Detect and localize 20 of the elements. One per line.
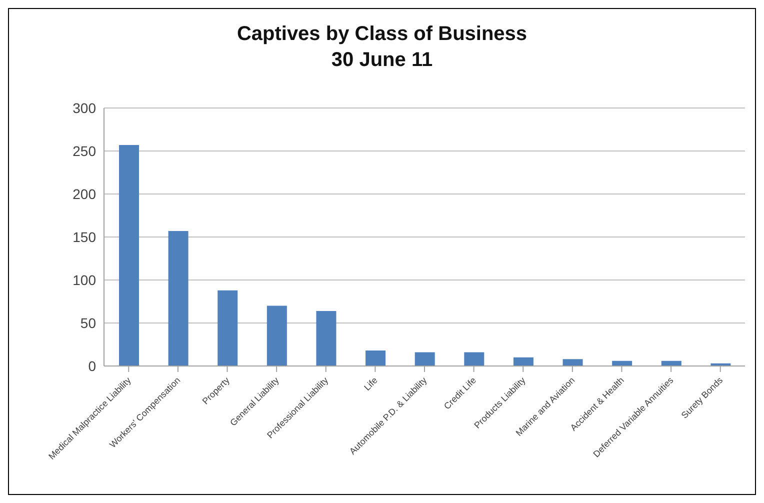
chart-subtitle: 30 June 11 [330, 48, 434, 73]
bar [266, 306, 287, 366]
y-tick-label: 250 [72, 142, 96, 159]
bar [464, 352, 484, 366]
bar [316, 310, 336, 366]
bar [366, 350, 386, 366]
y-tick-label: 300 [72, 100, 96, 116]
chart-title: Captives by Class of Business [236, 22, 528, 47]
bar [168, 230, 188, 366]
bar [414, 352, 435, 366]
y-tick-label: 200 [72, 186, 96, 202]
y-tick-label: 100 [72, 272, 96, 288]
bar [119, 144, 139, 366]
y-tick-label: 0 [88, 358, 96, 374]
bar [218, 290, 238, 366]
x-tick-label: Life [362, 375, 380, 393]
y-tick-label: 150 [72, 228, 96, 245]
y-tick-label: 50 [80, 314, 96, 331]
bar [513, 357, 534, 366]
bar [562, 359, 583, 366]
